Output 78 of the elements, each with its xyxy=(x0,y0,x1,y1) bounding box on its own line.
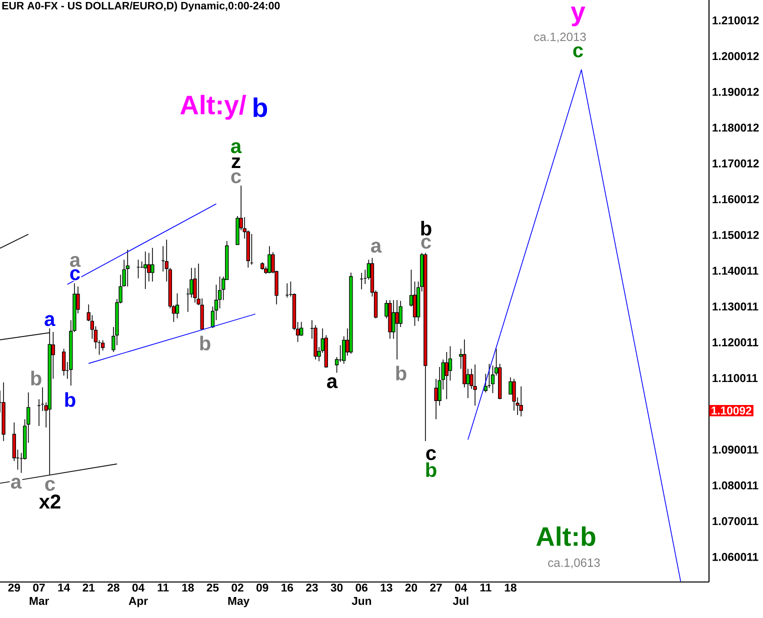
y-tick-label: 1.070011 xyxy=(712,517,758,526)
candlestick xyxy=(175,292,180,319)
candlestick xyxy=(473,364,477,406)
x-tick-label: 30 xyxy=(330,584,343,592)
annotation: ca.1,2013 xyxy=(534,32,586,43)
candlestick xyxy=(434,378,438,420)
annotation: b xyxy=(396,366,406,380)
annotation: c xyxy=(426,449,436,460)
annotation: a xyxy=(371,242,382,253)
annotation: a xyxy=(44,315,56,326)
y-tick-label: 1.160012 xyxy=(712,195,759,204)
annotation: Alt:b xyxy=(536,526,596,546)
x-tick-label: 27 xyxy=(430,584,442,592)
x-tick-label: 21 xyxy=(82,584,95,592)
y-tick-label: 1.120011 xyxy=(712,338,758,346)
y-tick-label: 1.060011 xyxy=(712,552,758,561)
y-tick-label: 1.210012 xyxy=(712,16,759,24)
candlestick xyxy=(193,268,197,304)
y-tick-label: 1.140011 xyxy=(712,266,758,275)
candlestick xyxy=(100,340,105,351)
annotation: b xyxy=(31,370,42,386)
annotation: ca.1,0613 xyxy=(548,558,600,568)
x-tick-label: 09 xyxy=(256,584,268,592)
annotation: b xyxy=(254,98,268,118)
annotation: z xyxy=(232,157,240,168)
annotation: a xyxy=(70,256,81,267)
annotation: c xyxy=(45,480,55,491)
x-tick-label: 20 xyxy=(405,584,418,592)
x-tick-label: 14 xyxy=(58,584,70,592)
y-tick-label: 1.110011 xyxy=(712,374,758,382)
annotation: a xyxy=(327,377,338,388)
x-tick-label: 25 xyxy=(206,584,219,592)
candlestick xyxy=(268,246,272,274)
annotation: b xyxy=(200,336,210,350)
text: 1.10092 xyxy=(712,406,752,415)
candlestick xyxy=(512,378,516,412)
y-tick-label: 1.170012 xyxy=(712,159,759,168)
candlestick xyxy=(200,298,204,330)
x-tick-label: 13 xyxy=(380,584,392,592)
y-tick-label: 1.150012 xyxy=(712,230,759,239)
x-tick-label: 29 xyxy=(8,584,20,592)
annotation: c xyxy=(231,172,241,184)
x-tick-label: 07 Mar xyxy=(30,584,49,605)
candlestick xyxy=(62,348,66,376)
x-tick-label: 04 Jul xyxy=(452,584,468,605)
y-tick-label: 1.080011 xyxy=(712,481,758,490)
x-tick-label: 23 xyxy=(306,584,318,592)
candlestick xyxy=(150,247,154,282)
annotation: a xyxy=(11,478,22,489)
annotation: y xyxy=(570,6,586,26)
annotation: Alt:y/ xyxy=(180,94,246,120)
annotation: x2 xyxy=(39,494,60,508)
annotation: c xyxy=(70,269,80,280)
y-tick-label: 1.200012 xyxy=(712,52,759,60)
annotation: b xyxy=(421,220,432,236)
x-tick-label: 11 xyxy=(480,584,492,592)
annotation: a xyxy=(231,142,242,154)
x-tick-label: 16 xyxy=(282,584,294,592)
candlestick xyxy=(126,249,130,287)
annotation: c xyxy=(421,238,431,249)
y-tick-label: 1.090011 xyxy=(712,446,758,454)
annotation: b xyxy=(426,462,436,478)
y-tick-label: 1.180012 xyxy=(712,124,759,132)
chart-title: EUR A0-FX - US DOLLAR/EURO,D) Dynamic,0:00-24:00 xyxy=(2,2,280,12)
x-tick-label: 18 xyxy=(504,584,516,592)
candlestick xyxy=(395,300,399,360)
candlestick xyxy=(144,251,148,290)
x-tick-label: 02 May xyxy=(228,584,250,608)
y-tick-label: 1.130011 xyxy=(712,302,758,311)
y-tick-label: 1.190012 xyxy=(712,88,759,96)
candlestick xyxy=(519,386,523,417)
x-tick-label: 18 xyxy=(182,584,194,592)
annotation: c xyxy=(573,46,583,58)
x-tick-label: 04 Apr xyxy=(128,584,148,608)
x-tick-label: 06 Jun xyxy=(352,584,372,605)
x-tick-label: 28 xyxy=(108,584,120,592)
x-tick-label: 11 xyxy=(158,584,169,592)
annotation: b xyxy=(65,392,76,407)
